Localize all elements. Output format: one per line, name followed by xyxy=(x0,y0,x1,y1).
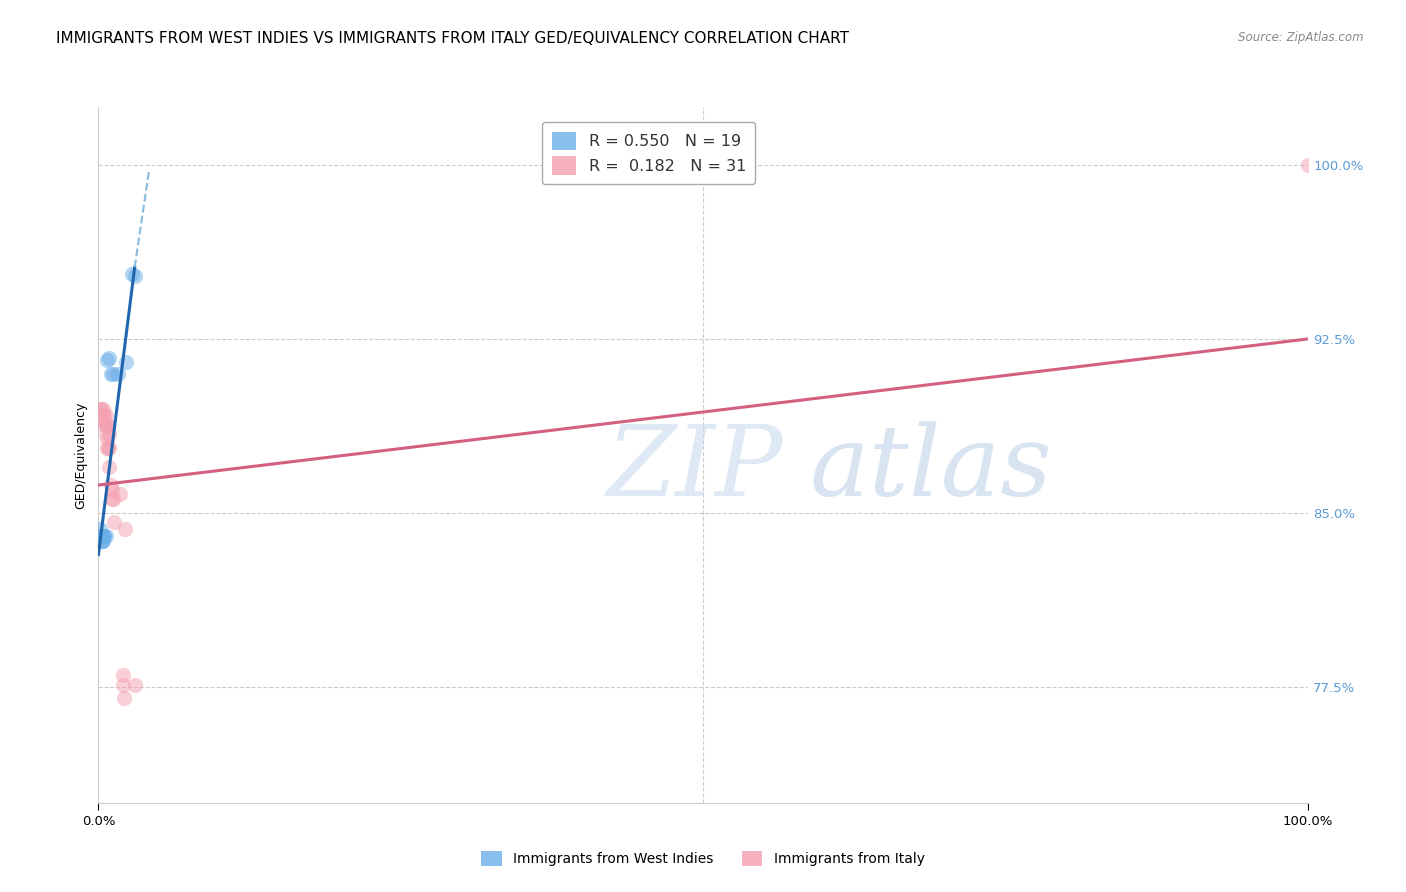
Point xyxy=(115,355,138,369)
Point xyxy=(121,267,143,281)
Point xyxy=(93,529,115,543)
Point xyxy=(91,533,114,548)
Point xyxy=(96,441,118,455)
Text: IMMIGRANTS FROM WEST INDIES VS IMMIGRANTS FROM ITALY GED/EQUIVALENCY CORRELATION: IMMIGRANTS FROM WEST INDIES VS IMMIGRANT… xyxy=(56,31,849,46)
Point xyxy=(90,401,112,416)
Point xyxy=(94,417,117,432)
Point xyxy=(89,529,111,543)
Point xyxy=(91,533,114,548)
Point xyxy=(101,491,124,506)
Point xyxy=(1296,158,1319,172)
Text: ZIP: ZIP xyxy=(606,421,783,516)
Point xyxy=(91,409,114,423)
Point xyxy=(94,427,117,442)
Point xyxy=(124,269,146,284)
Point xyxy=(91,529,114,543)
Point xyxy=(89,529,111,543)
Point xyxy=(100,483,122,497)
Point xyxy=(91,413,114,427)
Point xyxy=(100,491,122,506)
Point xyxy=(93,529,115,543)
Point xyxy=(96,432,118,446)
Text: atlas: atlas xyxy=(810,421,1052,516)
Point xyxy=(93,417,115,432)
Legend: R = 0.550   N = 19, R =  0.182   N = 31: R = 0.550 N = 19, R = 0.182 N = 31 xyxy=(543,122,755,185)
Point xyxy=(98,351,121,365)
Point xyxy=(111,668,134,682)
Point xyxy=(124,677,146,691)
Point xyxy=(91,529,114,543)
Point xyxy=(101,367,124,381)
Point xyxy=(98,459,121,474)
Point xyxy=(112,691,135,706)
Y-axis label: GED/Equivalency: GED/Equivalency xyxy=(75,401,87,508)
Point xyxy=(91,533,114,548)
Point xyxy=(91,401,114,416)
Point xyxy=(93,409,115,423)
Point xyxy=(90,529,112,543)
Point xyxy=(100,478,122,492)
Point xyxy=(97,441,120,455)
Point xyxy=(107,367,129,381)
Legend: Immigrants from West Indies, Immigrants from Italy: Immigrants from West Indies, Immigrants … xyxy=(475,846,931,871)
Point xyxy=(94,529,117,543)
Point xyxy=(100,367,122,381)
Point xyxy=(96,417,118,432)
Point xyxy=(98,427,121,442)
Point xyxy=(97,417,120,432)
Point xyxy=(111,677,134,691)
Point xyxy=(89,522,111,536)
Text: Source: ZipAtlas.com: Source: ZipAtlas.com xyxy=(1239,31,1364,45)
Point xyxy=(98,441,121,455)
Point xyxy=(96,352,118,367)
Point xyxy=(114,522,136,536)
Point xyxy=(103,515,125,529)
Point xyxy=(94,409,117,423)
Point xyxy=(108,487,131,501)
Point xyxy=(89,401,111,416)
